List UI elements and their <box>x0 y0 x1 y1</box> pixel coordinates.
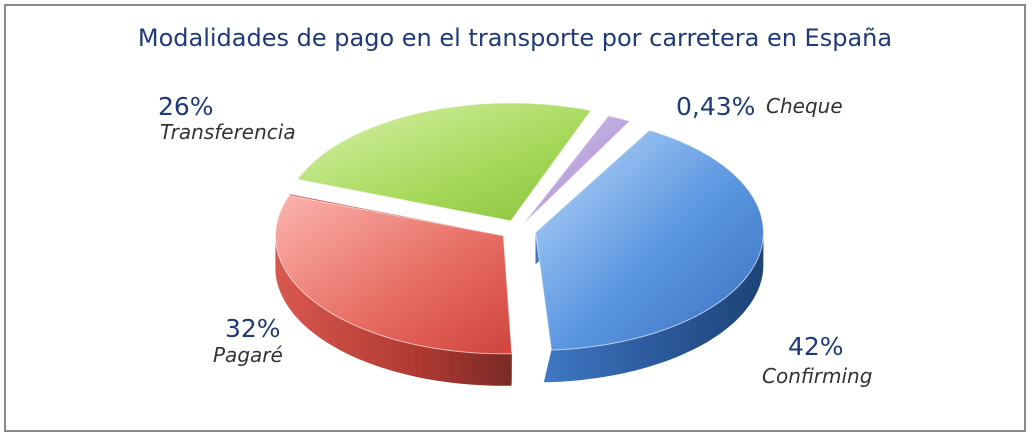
pie-slice-pagare <box>274 194 513 386</box>
pie-slice-cheque <box>522 115 631 226</box>
pie-slice-top-cheque <box>522 115 631 226</box>
pie-slice-side-pagare <box>275 236 512 386</box>
pie-slice-top-transferencia <box>296 102 592 222</box>
chart-title: Modalidades de pago en el transporte por… <box>137 24 893 52</box>
pie-slice-top-confirming <box>534 129 765 351</box>
slice-label-pagare-pct: 32% <box>225 314 281 343</box>
pie-slice-top-pagare <box>274 195 513 355</box>
chart-frame <box>4 4 1026 432</box>
pie-slice-confirming <box>534 129 765 383</box>
pie-slice-side-confirming <box>543 232 764 383</box>
slice-label-confirming-pct: 42% <box>788 332 844 361</box>
pie-slice-transferencia <box>296 102 592 222</box>
slice-label-cheque-name: Cheque <box>766 94 843 118</box>
slice-label-pagare-name: Pagaré <box>213 343 283 367</box>
slice-label-confirming-name: Confirming <box>762 364 873 388</box>
slice-label-transferencia-name: Transferencia <box>160 120 296 144</box>
slice-label-transferencia-pct: 26% <box>158 92 214 121</box>
slice-label-cheque-pct: 0,43% <box>676 92 756 121</box>
